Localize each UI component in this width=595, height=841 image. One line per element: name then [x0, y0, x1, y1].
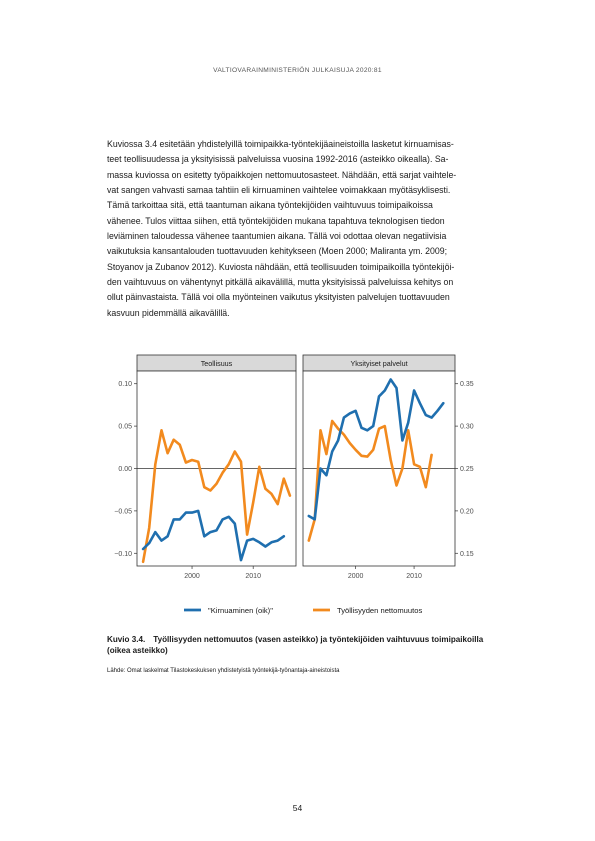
left-y-tick-label: 0.10 [118, 381, 132, 388]
chart-svg: Teollisuus 2000 2010 Yksityiset palvelut 200… [114, 354, 474, 615]
figure-caption: Kuvio 3.4. Työllisyyden nettomuutos (vase… [107, 634, 497, 656]
page-number: 54 [292, 803, 303, 813]
series-line-net_change [307, 419, 433, 542]
caption-line-1: Kuvio 3.4. Työllisyyden nettomuutos (vase… [107, 634, 497, 645]
x-tick-label: 2010 [406, 573, 422, 580]
left-y-tick-label: −0.05 [114, 508, 132, 515]
body-line: ollut päinvastaista. Tällä voi olla myön… [107, 292, 450, 303]
figure-source: Lähde: Omat laskelmat Tilastokeskuksen y… [107, 668, 340, 674]
body-line: massa kuviossa on esitetty työpaikkojen … [107, 169, 457, 180]
right-y-tick-label: 0.35 [460, 381, 474, 388]
body-line: vaikutuksia kansantalouden tuottavuuden … [107, 246, 448, 257]
body-line: Stoyanov ja Zubanov 2012). Kuviosta nähd… [107, 261, 455, 272]
panel-title: Teollisuus [201, 359, 233, 368]
series-line-churning [307, 378, 445, 521]
body-line: teet teollisuudessa ja yksityisissä palv… [107, 154, 449, 165]
series-line-net_change [141, 429, 292, 564]
caption-line-2: (oikea asteikko) [107, 646, 168, 655]
figure-chart: Teollisuus 2000 2010 Yksityiset palvelut 200… [100, 348, 500, 628]
legend-label-churning: "Kirnuaminen (oik)" [208, 606, 273, 615]
x-tick-label: 2000 [348, 573, 364, 580]
right-y-tick-label: 0.25 [460, 466, 474, 473]
body-line: vat sangen vahvasti samaa tahtiin eli ki… [107, 185, 451, 196]
right-y-tick-label: 0.30 [460, 424, 474, 431]
left-y-tick-label: 0.05 [118, 424, 132, 431]
series-line-churning [141, 509, 286, 562]
right-y-tick-label: 0.15 [460, 551, 474, 558]
body-line: leviäminen taloudessa vähenee taantumien… [107, 231, 447, 242]
body-line: Kuviossa 3.4 esitetään yhdistelyillä toi… [107, 139, 454, 149]
body-line: Tämä tarkoittaa sitä, että taantuman aik… [107, 200, 433, 211]
body-paragraph: Kuviossa 3.4 esitetään yhdistelyillä toi… [107, 137, 497, 321]
body-line: den vaihtuvuus on vähentynyt pitkällä ai… [107, 277, 454, 288]
x-tick-label: 2010 [245, 573, 261, 580]
right-y-tick-label: 0.20 [460, 508, 474, 515]
body-line: kasvuun pidemmällä aikavälillä. [107, 307, 230, 318]
body-line: vähenee. Tulos viittaa siihen, että työn… [107, 215, 445, 226]
legend-label-net_change: Työllisyyden nettomuutos [337, 606, 422, 615]
caption-number: Kuvio 3.4. [107, 635, 146, 644]
x-tick-label: 2000 [184, 573, 200, 580]
left-y-tick-label: −0.10 [114, 551, 132, 558]
left-y-tick-label: 0.00 [118, 466, 132, 473]
panel-title: Yksityiset palvelut [350, 359, 407, 368]
running-header: VALTIOVARAINMINISTERIÖN JULKAISUJA 2020:… [213, 67, 382, 74]
caption-title: Työllisyyden nettomuutos (vasen asteikko… [153, 635, 484, 644]
